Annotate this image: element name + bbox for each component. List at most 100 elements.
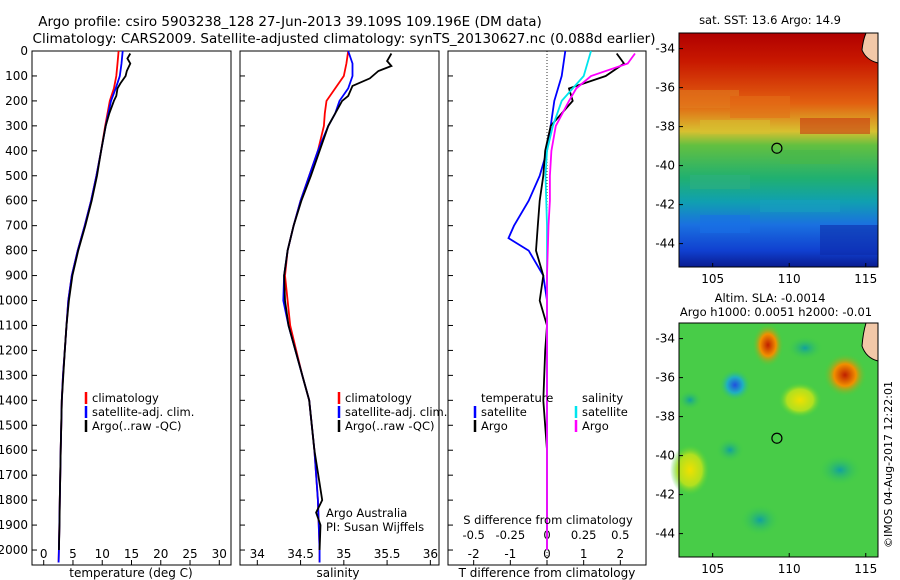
annotation-pi: PI: Susan Wijffels [326,520,424,534]
lon-tick-label: 105 [701,272,724,286]
sla-features [670,323,867,536]
salinity-frame [239,50,440,566]
x-tick-label: 36 [423,547,438,561]
depth-tick-label: 900 [5,269,28,283]
temperature-x-axis: 0 5 10 15 20 25 30 [40,547,227,565]
t-difference-x-label: T difference from climatology [458,566,636,580]
sst-map-panel: sat. SST: 13.6 Argo: 14.9 -34 -36 -38 -40 -4… [655,13,879,286]
sst-patch [780,150,840,164]
x-tick-label: 25 [182,547,197,561]
depth-tick-label: 600 [5,194,28,208]
depth-axis: 0 100 200 300 400 500 600 700 800 900 1000 1100 1200… [0,44,37,557]
legend-label-argo: Argo(..raw -QC) [345,419,435,433]
s-tick-label: 0.5 [611,528,629,542]
sst-coastline [861,32,879,64]
sla-low [719,369,751,401]
sst-texture [679,90,878,255]
series-salinity-satellite [544,50,592,550]
t-difference-x-axis: -2 -1 0 1 2 [468,547,624,565]
depth-tick-label: 1600 [0,443,28,457]
series-temperature-argo [535,52,626,550]
lon-tick-label: 105 [701,562,724,576]
legend-label-climatology: climatology [92,391,159,405]
legend-label-satellite: satellite-adj. clim. [345,405,447,419]
temperature-frame [31,50,232,566]
s-difference-x-axis: -0.5 -0.25 0 0.25 0.5 [462,528,629,542]
series-satellite-adj-clim [282,50,354,563]
sla-high [823,353,867,397]
lat-tick-label: -44 [655,527,675,541]
x-tick-label: 5 [69,547,77,561]
lon-tick-label: 110 [778,272,801,286]
difference-depth-ticks [448,50,453,551]
sst-map-title: sat. SST: 13.6 Argo: 14.9 [699,13,841,27]
sla-mid [670,444,710,496]
sla-low [716,438,744,462]
x-tick-label: 30 [212,547,227,561]
lat-tick-label: -42 [655,488,675,502]
depth-tick-label: 1700 [0,468,28,482]
depth-tick-label: 1200 [0,343,28,357]
sla-frame [678,322,879,558]
sst-patch [700,215,750,233]
lon-tick-label: 115 [854,272,877,286]
sst-map-axes: -34 -36 -38 -40 -42 -44 105 110 115 [655,42,877,286]
legend-label-t-satellite: satellite [481,405,527,419]
salinity-depth-ticks [240,50,245,551]
annotation-institution: Argo Australia [326,506,407,520]
sst-frame [678,32,879,268]
lat-tick-label: -34 [655,332,675,346]
depth-tick-label: 1300 [0,368,28,382]
legend-label-climatology: climatology [345,391,412,405]
salinity-x-label: salinity [316,566,359,580]
lon-tick-label: 115 [854,562,877,576]
s-tick-label: -0.25 [495,528,525,542]
sla-map-subtitle: Argo h1000: 0.0051 h2000: -0.01 [680,305,872,319]
x-tick-label: 0 [40,547,48,561]
lat-tick-label: -38 [655,410,675,424]
legend-title-salinity: salinity [582,391,623,405]
sla-mid [778,382,822,418]
depth-tick-label: 100 [5,69,28,83]
depth-tick-label: 1900 [0,518,28,532]
sst-patch [679,90,739,108]
temperature-panel: 0100200300400500600700800900100011001200… [0,44,232,580]
depth-tick-label: 400 [5,144,28,158]
lat-tick-label: -36 [655,81,675,95]
series-salinity-argo [546,52,636,550]
sla-argo-marker [771,432,783,444]
sla-coastline [861,322,879,362]
header-line-1: Argo profile: csiro 5903238_128 27-Jun-2… [38,14,542,30]
depth-tick-label: 1100 [0,318,28,332]
lat-tick-label: -40 [655,159,675,173]
x-tick-label: 1 [580,547,588,561]
sla-map-panel: Altim. SLA: -0.0014 Argo h1000: 0.0051 h… [655,291,879,576]
sst-patch [730,96,790,118]
legend-label-argo: Argo(..raw -QC) [92,419,182,433]
lat-tick-label: -40 [655,449,675,463]
sla-low [787,336,823,360]
depth-tick-label: 2000 [0,543,28,557]
depth-tick-label: 1000 [0,294,28,308]
s-tick-label: 0.25 [571,528,597,542]
x-tick-label: 34 [250,547,265,561]
depth-tick-label: 800 [5,244,28,258]
sst-argo-marker [771,142,783,154]
sla-low [740,504,780,536]
legend-label-t-argo: Argo [481,419,508,433]
sla-map-axes: -34 -36 -38 -40 -42 -44 105 110 115 [655,332,877,576]
sla-low [678,390,702,410]
lat-tick-label: -38 [655,120,675,134]
depth-tick-label: 1800 [0,493,28,507]
salinity-panel: 34 34.5 35 35.5 36 salinity climatology sate… [239,50,447,580]
lat-tick-label: -44 [655,237,675,251]
lat-tick-label: -34 [655,42,675,56]
x-tick-label: 20 [153,547,168,561]
difference-panel: -2 -1 0 1 2 -0.5 -0.25 0 0.25 0.5 T difference f… [447,50,647,580]
sst-patch [800,118,870,134]
depth-tick-label: 1400 [0,393,28,407]
legend-title-temperature: temperature [481,391,553,405]
x-tick-label: 0 [543,547,551,561]
salinity-series [282,50,393,563]
